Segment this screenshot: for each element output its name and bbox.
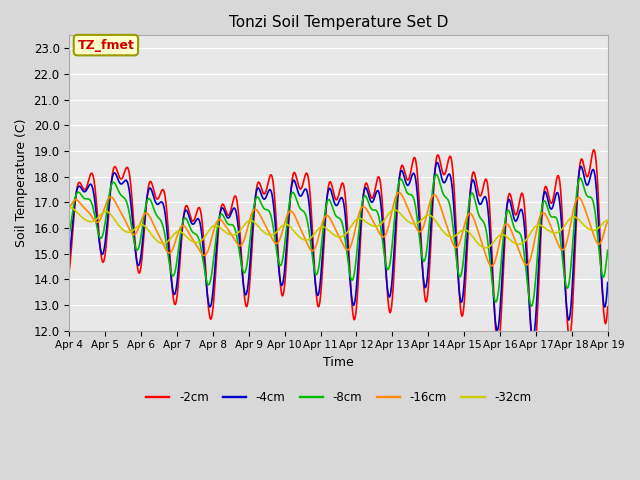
Y-axis label: Soil Temperature (C): Soil Temperature (C) — [15, 119, 28, 247]
Title: Tonzi Soil Temperature Set D: Tonzi Soil Temperature Set D — [229, 15, 448, 30]
Legend: -2cm, -4cm, -8cm, -16cm, -32cm: -2cm, -4cm, -8cm, -16cm, -32cm — [141, 387, 536, 409]
X-axis label: Time: Time — [323, 356, 354, 369]
Text: TZ_fmet: TZ_fmet — [77, 38, 134, 52]
